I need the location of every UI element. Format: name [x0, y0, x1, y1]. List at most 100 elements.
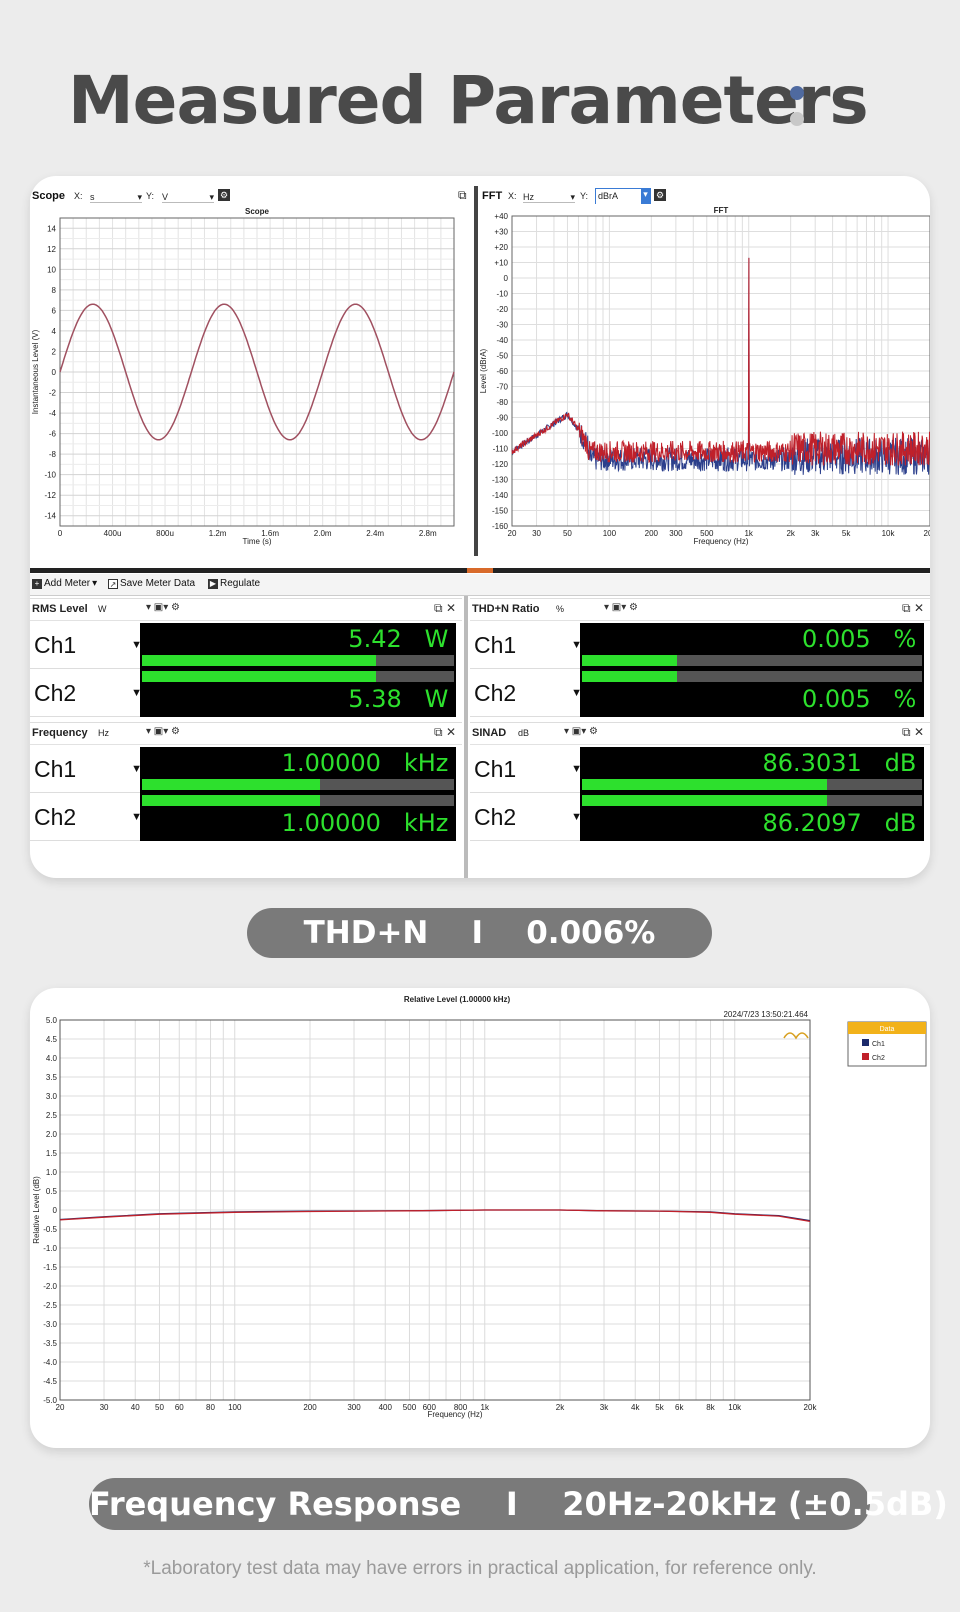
x-tick-label: 0	[58, 529, 63, 538]
channel-select-ch2[interactable]: Ch2 ▼	[30, 793, 142, 841]
channel-select-ch1[interactable]: Ch1 ▼	[30, 621, 142, 669]
x-tick-label: 6k	[675, 1403, 684, 1412]
meter-bar-ch2	[582, 671, 922, 682]
close-icon[interactable]: ✕	[913, 725, 924, 739]
x-tick-label: 20k	[804, 1403, 818, 1412]
splitter-handle[interactable]	[30, 568, 930, 573]
value-unit: dB	[884, 749, 917, 777]
save-meter-data-button[interactable]: ↗ Save Meter Data	[108, 578, 195, 589]
y-tick-label: 2.0	[46, 1130, 58, 1139]
y-tick-label: 0	[53, 1206, 58, 1215]
x-tick-label: 200	[645, 529, 659, 538]
meter-options-icon[interactable]: ▾ ▣▾ ⚙	[604, 602, 639, 613]
disclaimer-footnote: *Laboratory test data may have errors in…	[143, 1558, 817, 1579]
x-tick-label: 100	[603, 529, 617, 538]
channel-select-ch2[interactable]: Ch2 ▼	[30, 669, 142, 717]
channel-select-ch1[interactable]: Ch1 ▼	[30, 745, 142, 793]
meter-value-ch1: 86.3031 dB	[763, 749, 924, 777]
add-meter-button[interactable]: + Add Meter ▾	[32, 578, 97, 589]
y-tick-label: 1.5	[46, 1149, 58, 1158]
meter-header: SINAD dB ▾ ▣▾ ⚙ ⧉ ✕	[470, 723, 930, 745]
thdn-summary-pill: THD+N I 0.006%	[247, 908, 712, 958]
scope-y-unit: V	[162, 192, 169, 202]
meter-display: 86.3031 dB 86.2097 dB	[580, 747, 924, 841]
meter-unit[interactable]: dB	[518, 728, 530, 738]
x-tick-label: 2k	[786, 529, 795, 538]
meter-value-ch2: 5.38 W	[348, 685, 456, 713]
y-tick-label: 0	[504, 274, 509, 283]
x-tick-label: 1k	[481, 1403, 490, 1412]
popout-icon[interactable]: ⧉	[458, 188, 467, 202]
page-title: Measured Parameters	[68, 62, 869, 139]
panel-divider	[474, 186, 478, 556]
popout-icon[interactable]: ⧉	[902, 725, 911, 739]
save-meter-data-label: Save Meter Data	[120, 578, 196, 589]
value-unit: kHz	[403, 749, 449, 777]
popout-icon[interactable]: ⧉	[902, 601, 911, 615]
chevron-down-icon: ▼	[131, 687, 142, 699]
y-tick-label: -60	[496, 367, 508, 376]
x-tick-label: 200	[303, 1403, 317, 1412]
regulate-button[interactable]: ▶ Regulate	[208, 578, 260, 589]
y-tick-label: -14	[44, 512, 56, 521]
fft-y-unit: dBrA	[598, 191, 619, 201]
x-axis-label: Frequency (Hz)	[427, 1410, 482, 1419]
meter-unit[interactable]: Hz	[98, 728, 109, 738]
meter-rms: RMS Level W ▾ ▣▾ ⚙ ⧉ ✕ Ch1 ▼ Ch2 ▼ 5.42 W 5.38 W	[30, 598, 462, 720]
y-tick-label: -130	[492, 476, 509, 485]
meter-divider	[464, 596, 468, 878]
x-tick-label: 1k	[744, 529, 753, 538]
x-tick-label: 600	[423, 1403, 437, 1412]
chevron-down-icon: ▼	[571, 687, 582, 699]
fft-y-unit-select[interactable]: dBrA ▾	[595, 188, 651, 205]
chevron-down-icon: ▼	[131, 763, 142, 775]
gear-icon[interactable]: ⚙	[218, 189, 230, 201]
y-tick-label: -2.5	[43, 1301, 57, 1310]
chevron-down-icon: ▼	[571, 763, 582, 775]
scope-y-unit-select[interactable]: V ▾	[162, 192, 214, 203]
meter-value-ch1: 5.42 W	[348, 625, 456, 653]
channel-select-ch1[interactable]: Ch1 ▼	[470, 745, 582, 793]
meter-options-icon[interactable]: ▾ ▣▾ ⚙	[146, 726, 181, 737]
value-unit: W	[424, 685, 449, 713]
y-tick-label: -5.0	[43, 1396, 57, 1405]
meter-bar-ch2	[582, 795, 922, 806]
scope-x-unit-select[interactable]: s ▾	[90, 192, 142, 203]
y-tick-label: 4.5	[46, 1035, 58, 1044]
plus-icon: +	[32, 578, 42, 589]
y-tick-label: 0.5	[46, 1187, 58, 1196]
channel-label: Ch1	[474, 756, 517, 782]
bar-fill	[142, 779, 320, 790]
meter-options-icon[interactable]: ▾ ▣▾ ⚙	[146, 602, 181, 613]
channel-select-ch1[interactable]: Ch1 ▼	[470, 621, 582, 669]
frequency-response-pill: Frequency Response I 20Hz-20kHz (±0.5dB)	[89, 1478, 948, 1530]
meter-title: Frequency	[32, 727, 88, 739]
x-tick-label: 20k	[924, 529, 930, 538]
meter-window-controls: ⧉ ✕	[434, 725, 456, 740]
popout-icon[interactable]: ⧉	[434, 601, 443, 615]
y-tick-label: -3.5	[43, 1339, 57, 1348]
channel-label: Ch1	[34, 632, 77, 658]
meter-options-icon[interactable]: ▾ ▣▾ ⚙	[564, 726, 599, 737]
x-tick-label: 50	[563, 529, 572, 538]
meter-unit[interactable]: W	[98, 604, 107, 614]
close-icon[interactable]: ✕	[445, 601, 456, 615]
x-tick-label: 2.4m	[366, 529, 384, 538]
y-tick-label: -4.0	[43, 1358, 57, 1367]
close-icon[interactable]: ✕	[445, 725, 456, 739]
y-tick-label: +40	[494, 212, 508, 221]
gear-icon[interactable]: ⚙	[654, 189, 666, 201]
fft-x-unit-select[interactable]: Hz ▾	[523, 192, 575, 203]
y-tick-label: -10	[44, 471, 56, 480]
channel-select-ch2[interactable]: Ch2 ▼	[470, 793, 582, 841]
meter-freq: Frequency Hz ▾ ▣▾ ⚙ ⧉ ✕ Ch1 ▼ Ch2 ▼ 1.00000 kHz …	[30, 722, 462, 844]
meter-unit[interactable]: %	[556, 604, 565, 614]
channel-label: Ch2	[34, 804, 77, 830]
channel-select-ch2[interactable]: Ch2 ▼	[470, 669, 582, 717]
close-icon[interactable]: ✕	[913, 601, 924, 615]
meter-value-ch2: 1.00000 kHz	[282, 809, 456, 837]
popout-icon[interactable]: ⧉	[434, 725, 443, 739]
splitter-grip-icon[interactable]	[467, 568, 493, 573]
y-tick-label: -0.5	[43, 1225, 57, 1234]
chevron-down-icon: ▾	[570, 192, 575, 202]
